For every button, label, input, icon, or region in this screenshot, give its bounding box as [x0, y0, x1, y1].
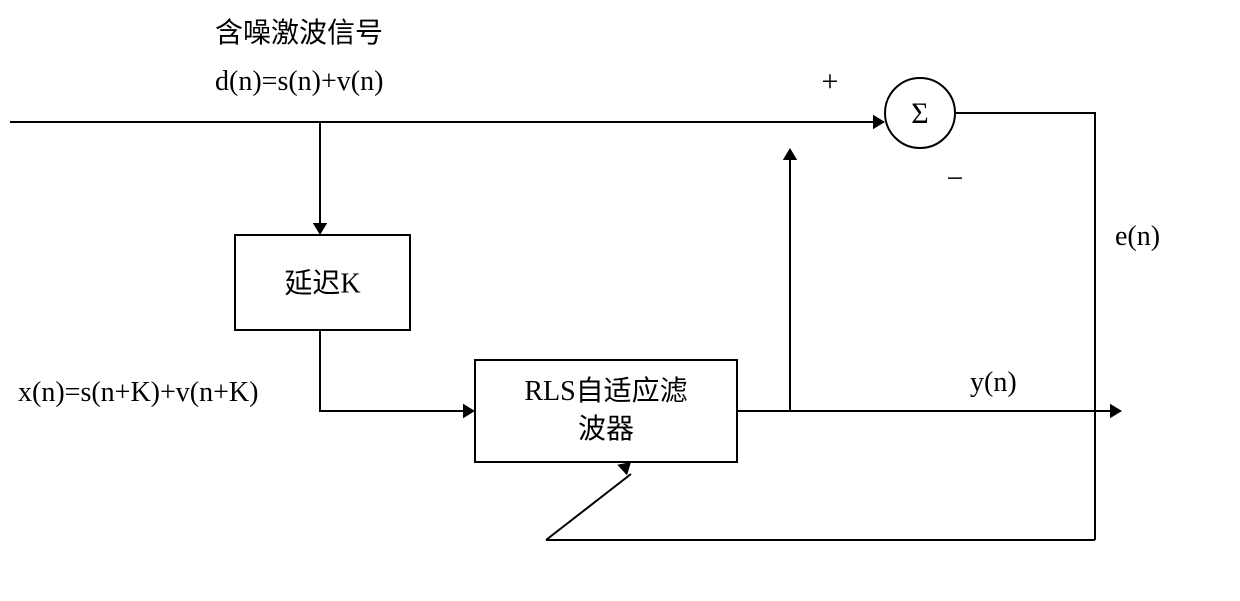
arrowhead: [617, 462, 631, 475]
xn-label: x(n)=s(n+K)+v(n+K): [18, 377, 258, 408]
arrowhead: [1110, 404, 1122, 418]
minus-label: −: [947, 162, 964, 195]
error-line-down: [955, 113, 1095, 540]
arrowhead: [783, 148, 797, 160]
title-label-2: d(n)=s(n)+v(n): [215, 66, 383, 97]
arrowhead: [873, 115, 885, 129]
filter-label-1: RLS自适应滤: [524, 375, 687, 407]
filter-label-2: 波器: [578, 413, 634, 445]
title-label-1: 含噪激波信号: [215, 17, 383, 49]
arrowhead: [313, 223, 327, 235]
signal-flow-diagram: 含噪激波信号 d(n)=s(n)+v(n) + Σ 延迟K x(n)=s(n+K)+v(n…: [0, 0, 1240, 601]
yn-label: y(n): [970, 367, 1017, 398]
en-label: e(n): [1115, 221, 1160, 252]
plus-label: +: [822, 65, 839, 98]
delay-label: 延迟K: [284, 268, 360, 300]
sum-symbol: Σ: [911, 97, 928, 130]
arrowhead: [463, 404, 475, 418]
feedback-into-filter: [546, 474, 631, 540]
delay-to-filter: [320, 330, 463, 411]
